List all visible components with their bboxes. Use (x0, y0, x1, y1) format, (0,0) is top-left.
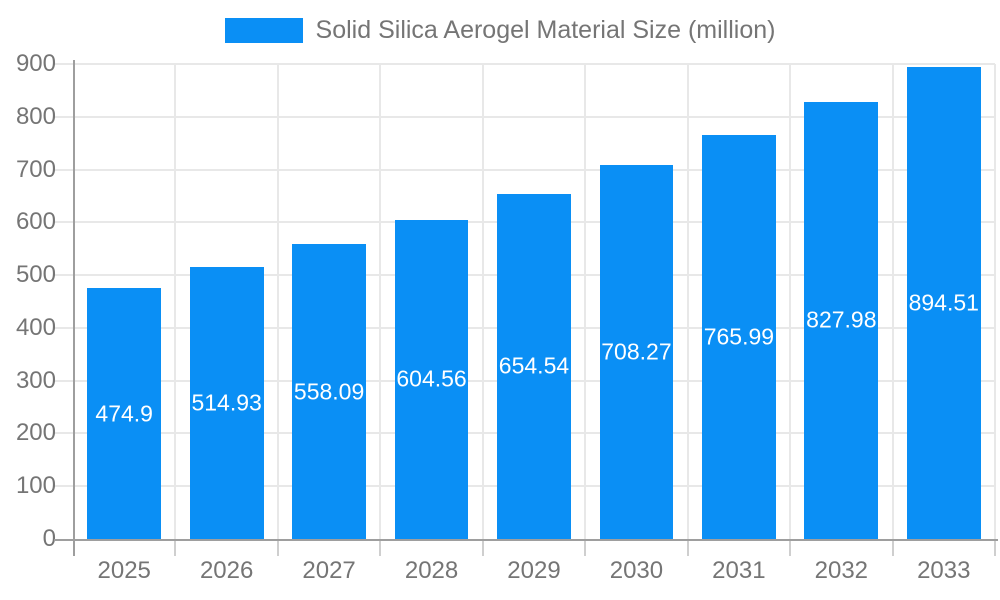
bar-value-label: 558.09 (293, 378, 365, 405)
x-axis-category-label: 2032 (814, 557, 869, 584)
bar-value-label: 604.56 (396, 365, 467, 392)
x-axis-line (54, 539, 998, 541)
bar-2025[interactable]: 474.9 (87, 288, 162, 539)
gridline-horizontal (54, 168, 995, 171)
y-axis-tick-label: 500 (15, 261, 56, 289)
x-axis-tick (174, 541, 177, 556)
x-axis-tick (686, 541, 689, 556)
x-axis-tick (379, 541, 382, 556)
x-axis-category-label: 2030 (609, 557, 664, 584)
legend-label: Solid Silica Aerogel Material Size (mill… (315, 16, 776, 44)
gridline-vertical (584, 64, 587, 539)
y-axis-tick-label: 700 (15, 155, 56, 183)
x-axis-tick (584, 541, 587, 556)
bar-value-label: 708.27 (601, 338, 672, 365)
y-axis-tick-label: 600 (15, 208, 56, 236)
gridline-vertical (994, 64, 996, 539)
x-axis-tick (481, 541, 484, 556)
x-axis-tick (891, 541, 894, 556)
y-axis-tick-label: 100 (15, 472, 56, 500)
x-axis-category-label: 2026 (199, 557, 254, 584)
y-axis-tick-label: 900 (15, 50, 56, 77)
bar-2029[interactable]: 654.54 (497, 193, 571, 539)
gridline-vertical (481, 64, 484, 539)
bar-value-label: 765.99 (703, 323, 775, 350)
bar-2031[interactable]: 765.99 (702, 134, 776, 539)
gridline-vertical (276, 64, 279, 539)
x-axis-category-label: 2029 (507, 557, 561, 584)
x-axis-category-label: 2033 (917, 557, 971, 584)
x-axis-tick (789, 541, 792, 556)
x-axis-tick (994, 541, 996, 556)
x-axis-category-label: 2027 (302, 557, 356, 584)
bar-value-label: 894.51 (908, 289, 979, 316)
gridline-vertical (379, 64, 382, 539)
gridline-horizontal (54, 63, 995, 65)
x-axis-category-label: 2025 (97, 557, 151, 584)
bar-value-label: 514.93 (191, 389, 262, 416)
x-axis-tick (276, 541, 279, 556)
y-axis-tick-label: 800 (15, 102, 56, 130)
gridline-vertical (891, 64, 894, 539)
bar-value-label: 474.9 (95, 400, 153, 427)
bar-2027[interactable]: 558.09 (292, 244, 366, 539)
bar-2033[interactable]: 894.51 (906, 66, 981, 539)
bar-value-label: 827.98 (806, 306, 877, 333)
bar-2030[interactable]: 708.27 (599, 165, 674, 539)
y-axis-tick-label: 0 (42, 525, 56, 552)
gridline-horizontal (54, 115, 995, 118)
legend[interactable]: Solid Silica Aerogel Material Size (mill… (0, 15, 1000, 45)
bar-2028[interactable]: 604.56 (394, 219, 469, 539)
legend-swatch-icon (224, 17, 303, 43)
gridline-vertical (789, 64, 792, 539)
y-axis-tick-label: 200 (15, 419, 56, 447)
gridline-vertical (174, 64, 177, 539)
x-axis-category-label: 2031 (712, 557, 766, 584)
gridline-vertical (686, 64, 689, 539)
y-axis-tick-label: 300 (15, 366, 56, 394)
bar-2026[interactable]: 514.93 (189, 267, 264, 539)
bar-2032[interactable]: 827.98 (804, 102, 879, 539)
y-axis-tick-label: 400 (15, 313, 56, 341)
x-axis-category-label: 2028 (404, 557, 459, 584)
plot-area: 0 100 200 300 400 500 600 700 800 900 474.9 2025 514… (16, 50, 998, 584)
y-axis-line (73, 60, 75, 556)
bar-value-label: 654.54 (498, 352, 570, 379)
